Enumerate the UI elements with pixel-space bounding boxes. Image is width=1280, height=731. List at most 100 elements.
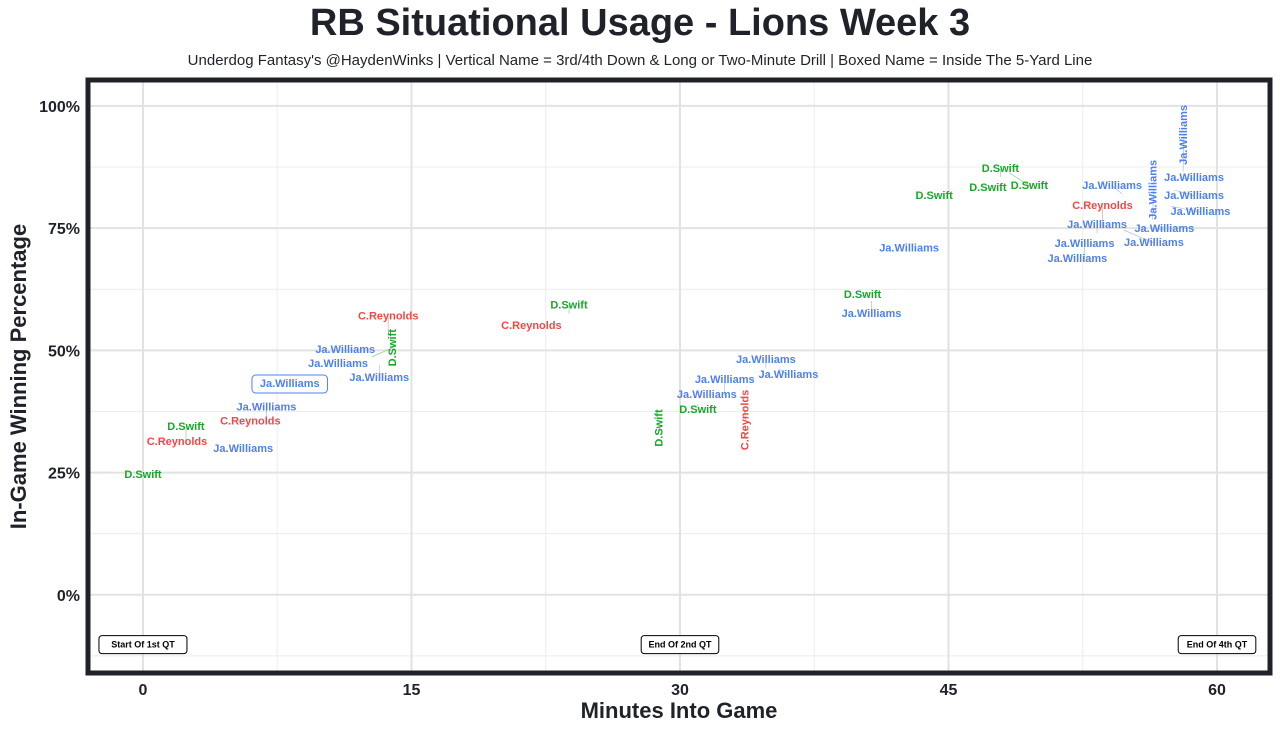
point-label: Ja.Williams	[1164, 172, 1224, 184]
x-axis-label: Minutes Into Game	[581, 698, 778, 723]
point-label-group: Ja.Williams	[237, 402, 297, 414]
point-label: Ja.Williams	[1047, 253, 1107, 265]
boxed-label-frame	[251, 374, 329, 394]
point-label-group: Ja.Williams	[1124, 237, 1184, 249]
point-label: Ja.Williams	[1164, 190, 1224, 202]
point-label-vertical: D.Swift	[387, 329, 399, 367]
point-label-group: Ja.Williams	[1164, 190, 1224, 202]
annotation-box	[1177, 635, 1257, 655]
point-label: D.Swift	[916, 190, 954, 202]
point-label-group: D.Swift	[982, 163, 1020, 175]
point-label-group: Ja.Williams	[677, 389, 737, 401]
annotation-label: Start Of 1st QT	[111, 640, 175, 650]
point-label: D.Swift	[679, 404, 717, 416]
point-label: C.Reynolds	[147, 436, 208, 448]
leader-line	[371, 347, 394, 357]
point-label-group: Ja.Williams	[1171, 206, 1231, 218]
leader-line	[1154, 228, 1165, 231]
point-label-group: Ja.Williams	[759, 369, 819, 381]
point-label-group: D.Swift	[654, 409, 666, 447]
point-label: D.Swift	[550, 300, 588, 312]
point-label-group: Ja.Williams	[1047, 253, 1107, 265]
leader-lines	[142, 134, 1201, 477]
leader-line	[1173, 189, 1195, 197]
x-tick-label: 0	[139, 682, 148, 699]
leader-line	[1009, 172, 1030, 187]
point-label-group: Ja.Williams	[695, 374, 755, 386]
point-label-group: Ja.Williams	[1148, 160, 1160, 220]
point-label: C.Reynolds	[220, 416, 281, 428]
y-tick-label: 100%	[39, 99, 80, 116]
point-label-group: D.Swift	[124, 469, 162, 481]
point-label-boxed: Ja.Williams	[260, 378, 320, 390]
point-label-group: C.Reynolds	[1072, 200, 1133, 212]
point-label-group: Ja.Williams	[736, 354, 796, 366]
point-label-group: D.Swift	[167, 421, 205, 433]
y-tick-label: 50%	[48, 343, 80, 360]
chart-subtitle: Underdog Fantasy's @HaydenWinks | Vertic…	[187, 52, 1093, 69]
point-label: D.Swift	[1011, 180, 1049, 192]
point-label: D.Swift	[124, 469, 162, 481]
point-label-group: D.Swift	[1011, 180, 1049, 192]
annotation-label: End Of 4th QT	[1187, 640, 1248, 650]
point-label: D.Swift	[844, 289, 882, 301]
x-tick-label: 60	[1208, 682, 1226, 699]
point-label-group: Ja.Williams	[251, 374, 329, 394]
point-label-group: Ja.Williams	[349, 372, 409, 384]
point-label: Ja.Williams	[349, 372, 409, 384]
point-label-group: Ja.Williams	[1178, 105, 1190, 165]
point-label: Ja.Williams	[308, 358, 368, 370]
point-label: Ja.Williams	[842, 308, 902, 320]
point-label-group: Ja.Williams	[1164, 172, 1224, 184]
chart-title: RB Situational Usage - Lions Week 3	[309, 2, 971, 44]
x-tick-label: 15	[403, 682, 421, 699]
point-label: C.Reynolds	[1072, 200, 1133, 212]
y-tick-label: 25%	[48, 466, 80, 483]
point-label-group: D.Swift	[550, 300, 588, 312]
leader-line	[1111, 185, 1123, 195]
annotation-box	[640, 635, 720, 655]
point-label: Ja.Williams	[736, 354, 796, 366]
x-tick-label: 30	[671, 682, 689, 699]
point-label: C.Reynolds	[501, 320, 562, 332]
point-label: Ja.Williams	[1124, 237, 1184, 249]
point-label: Ja.Williams	[1067, 219, 1127, 231]
point-label-group: C.Reynolds	[147, 436, 208, 448]
leader-line	[744, 408, 746, 421]
point-label: Ja.Williams	[759, 369, 819, 381]
point-label: Ja.Williams	[1082, 180, 1142, 192]
point-label-group: Ja.Williams	[1055, 238, 1115, 250]
y-tick-label: 75%	[48, 221, 80, 238]
point-label-group: C.Reynolds	[358, 311, 419, 323]
point-label: Ja.Williams	[213, 443, 273, 455]
point-label: Ja.Williams	[1134, 223, 1194, 235]
point-label-group: C.Reynolds	[220, 416, 281, 428]
point-label-group: Ja.Williams	[308, 358, 368, 370]
y-tick-label: 0%	[57, 588, 80, 605]
point-label: Ja.Williams	[1171, 206, 1231, 218]
point-label: Ja.Williams	[695, 374, 755, 386]
point-label: Ja.Williams	[315, 344, 375, 356]
point-label-group: Ja.Williams	[1082, 180, 1142, 192]
point-label: Ja.Williams	[1055, 238, 1115, 250]
point-label-group: Ja.Williams	[1134, 223, 1194, 235]
x-tick-label: 45	[940, 682, 958, 699]
point-label-vertical: Ja.Williams	[1178, 105, 1190, 165]
point-label-group: D.Swift	[844, 289, 882, 301]
point-label: Ja.Williams	[237, 402, 297, 414]
point-label-vertical: Ja.Williams	[1148, 160, 1160, 220]
point-label-group: C.Reynolds	[501, 320, 562, 332]
point-label-group: D.Swift	[916, 190, 954, 202]
point-label-group: Ja.Williams	[315, 344, 375, 356]
leader-line	[778, 368, 789, 376]
leader-line	[1182, 134, 1185, 172]
point-label: C.Reynolds	[358, 311, 419, 323]
leader-line	[1152, 189, 1154, 220]
point-label-vertical: C.Reynolds	[739, 390, 751, 451]
y-axis-label: In-Game Winning Percentage	[6, 224, 31, 529]
annotation-box	[98, 635, 188, 655]
point-label: Ja.Williams	[677, 389, 737, 401]
point-label: D.Swift	[167, 421, 205, 433]
point-label-vertical: D.Swift	[654, 409, 666, 447]
